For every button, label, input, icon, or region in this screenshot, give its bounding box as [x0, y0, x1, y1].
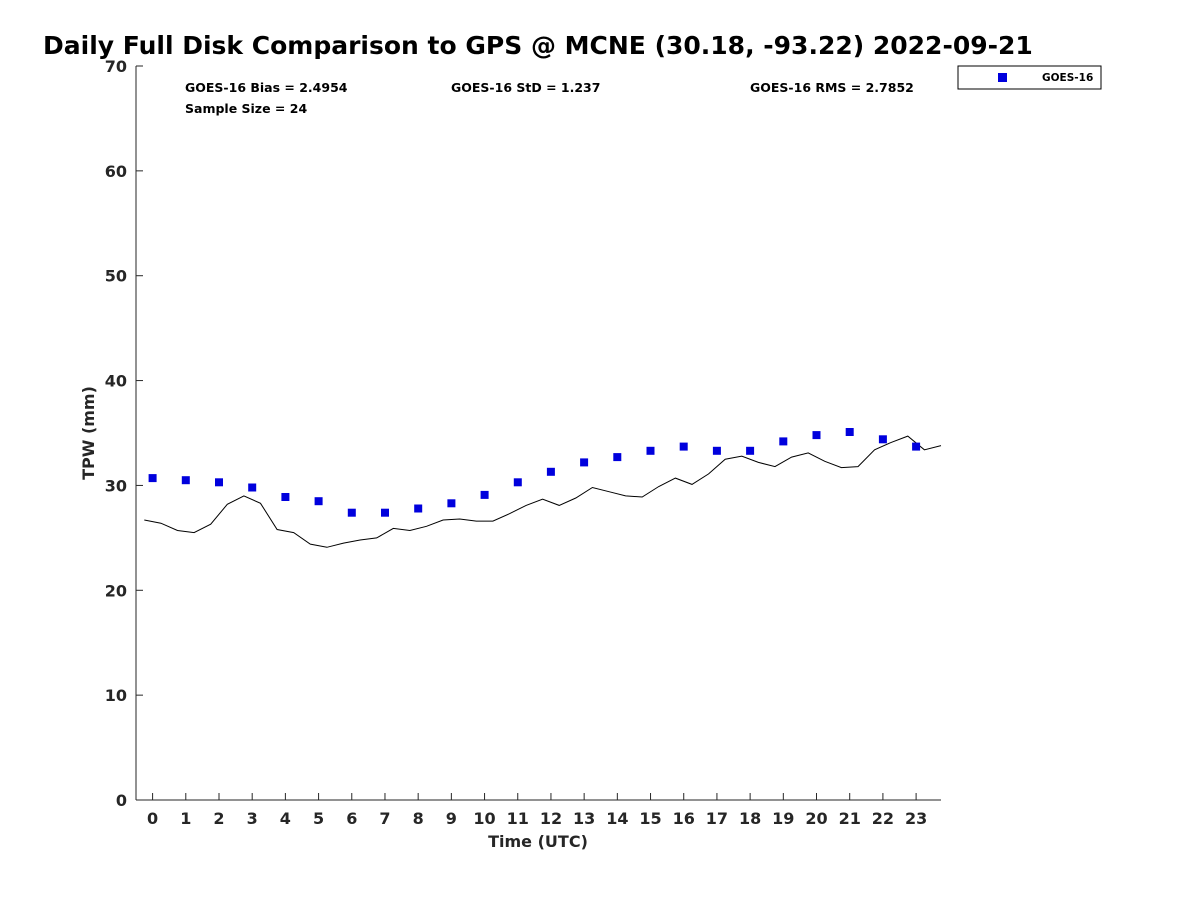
x-tick-label: 8 — [413, 809, 424, 828]
std-stat: GOES-16 StD = 1.237 — [451, 80, 600, 95]
sample-size-stat: Sample Size = 24 — [185, 101, 307, 116]
goes16-point — [613, 453, 622, 462]
goes16-point — [712, 446, 721, 455]
x-tick-label: 19 — [772, 809, 794, 828]
goes16-point — [447, 499, 456, 508]
goes16-point — [779, 437, 788, 446]
goes16-point — [215, 478, 223, 487]
y-tick-label: 10 — [105, 686, 127, 705]
x-tick-label: 3 — [247, 809, 258, 828]
goes16-series — [148, 428, 921, 517]
x-tick-label: 18 — [739, 809, 761, 828]
x-tick-label: 5 — [313, 809, 324, 828]
x-tick-label: 13 — [573, 809, 595, 828]
gps-series — [144, 435, 942, 548]
legend-box — [957, 65, 1102, 90]
x-tick-label: 9 — [446, 809, 457, 828]
goes16-point — [546, 467, 555, 476]
y-tick-label: 0 — [116, 791, 127, 810]
y-tick-label: 50 — [105, 267, 127, 286]
goes16-point — [181, 476, 190, 485]
goes16-point — [248, 483, 257, 492]
x-tick-label: 23 — [905, 809, 927, 828]
goes16-point — [812, 431, 821, 440]
y-axis-label: TPW (mm) — [79, 386, 98, 480]
x-axis: 0 1 2 3 4 5 6 7 8 9 10 11 12 13 14 15 16 17 18 19 20 21 22 23 — [147, 793, 927, 828]
x-tick-label: 1 — [180, 809, 191, 828]
x-tick-label: 21 — [839, 809, 861, 828]
y-tick-label: 70 — [105, 57, 127, 76]
x-tick-label: 16 — [673, 809, 695, 828]
goes16-point — [746, 446, 755, 455]
gps-line — [144, 435, 942, 548]
legend-marker-goes16 — [998, 73, 1007, 82]
plot-area — [135, 66, 941, 801]
y-tick-label: 30 — [105, 476, 127, 495]
goes16-point — [580, 458, 589, 467]
rms-stat: GOES-16 RMS = 2.7852 — [750, 80, 914, 95]
x-tick-label: 6 — [346, 809, 357, 828]
x-tick-label: 17 — [706, 809, 728, 828]
goes16-point — [480, 490, 489, 499]
bias-stat: GOES-16 Bias = 2.4954 — [185, 80, 348, 95]
y-tick-label: 40 — [105, 372, 127, 391]
x-tick-label: 2 — [213, 809, 224, 828]
x-tick-label: 7 — [379, 809, 390, 828]
goes16-point — [912, 442, 921, 451]
x-tick-label: 15 — [639, 809, 661, 828]
goes16-point — [845, 428, 854, 436]
x-tick-label: 20 — [805, 809, 827, 828]
x-tick-label: 4 — [280, 809, 291, 828]
goes16-point — [347, 508, 356, 517]
x-tick-label: 11 — [507, 809, 529, 828]
goes16-point — [381, 508, 389, 517]
goes16-point — [679, 442, 688, 451]
goes16-point — [314, 497, 323, 506]
x-tick-label: 0 — [147, 809, 158, 828]
x-tick-label: 14 — [606, 809, 628, 828]
x-tick-label: 10 — [473, 809, 495, 828]
goes16-point — [513, 478, 522, 487]
legend: GOES-16 — [957, 65, 1102, 90]
goes16-point — [148, 474, 157, 483]
y-tick-label: 60 — [105, 162, 127, 181]
y-axis: 0 10 20 30 40 50 60 70 — [105, 57, 143, 810]
goes16-point — [281, 493, 290, 501]
x-tick-label: 12 — [540, 809, 562, 828]
goes16-point — [878, 435, 887, 444]
y-tick-label: 20 — [105, 581, 127, 600]
chart-title: Daily Full Disk Comparison to GPS @ MCNE… — [43, 31, 1033, 60]
goes16-point — [646, 446, 655, 455]
goes16-point — [414, 504, 423, 513]
legend-label-goes16: GOES-16 — [1042, 72, 1093, 84]
x-axis-label: Time (UTC) — [488, 832, 588, 851]
x-tick-label: 22 — [872, 809, 894, 828]
